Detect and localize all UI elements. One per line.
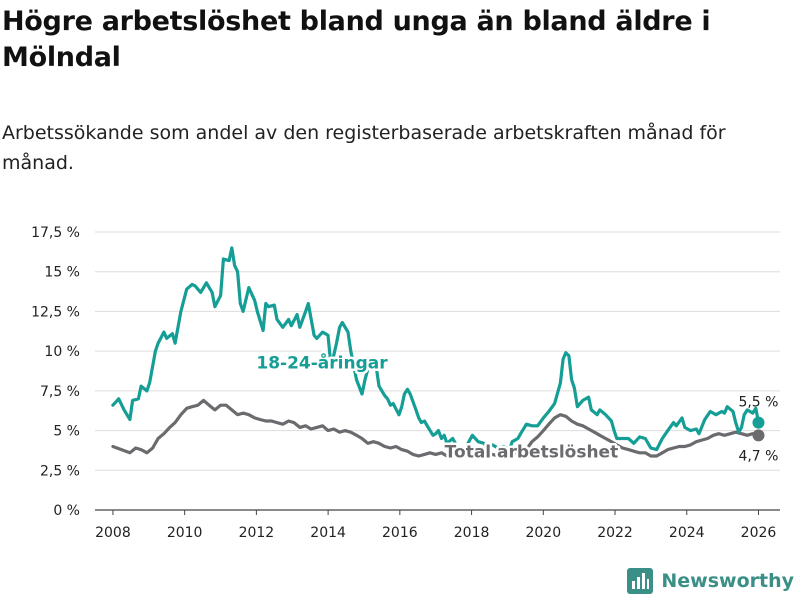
x-tick-label: 2018 bbox=[454, 525, 490, 540]
x-tick-label: 2026 bbox=[741, 525, 777, 540]
y-tick-label: 2,5 % bbox=[40, 463, 80, 479]
series-line-total bbox=[111, 398, 761, 460]
series-lines bbox=[111, 246, 765, 460]
chart-subtitle: Arbetssökande som andel av den registerb… bbox=[2, 122, 726, 174]
x-tick-label: 2008 bbox=[95, 525, 131, 540]
line-chart: 0 % 2,5 % 5 % 7,5 % 10 % 12,5 % 15 % 17,5 % 200… bbox=[31, 225, 780, 540]
x-tick-label: 2020 bbox=[525, 525, 561, 540]
newsworthy-logo-icon bbox=[627, 568, 654, 594]
y-tick-label: 5 % bbox=[53, 424, 80, 440]
x-axis-tick-labels: 2008 2010 2012 2014 2016 2018 2020 2022 2024 2026 bbox=[95, 525, 776, 540]
y-tick-label: 12,5 % bbox=[31, 304, 80, 320]
series-line-youth bbox=[111, 246, 761, 453]
x-tick-label: 2012 bbox=[239, 525, 275, 540]
y-tick-label: 10 % bbox=[44, 344, 80, 360]
series-end-label-total: 4,7 % bbox=[738, 448, 778, 464]
series-end-label-youth: 5,5 % bbox=[738, 395, 778, 411]
series-label-youth: 18-24-åringar bbox=[256, 352, 388, 374]
y-tick-label: 15 % bbox=[44, 265, 80, 281]
y-tick-label: 7,5 % bbox=[40, 384, 80, 400]
x-tick-label: 2016 bbox=[382, 525, 418, 540]
y-tick-label: 0 % bbox=[53, 503, 80, 519]
series-labels: 4,7 % 5,5 % 18-24-åringar Total arbetslöshe… bbox=[254, 349, 779, 465]
brand-footer[interactable]: Newsworthy bbox=[627, 568, 794, 594]
x-tick-label: 2022 bbox=[597, 525, 633, 540]
series-end-marker-total bbox=[752, 429, 765, 442]
y-axis-tick-labels: 0 % 2,5 % 5 % 7,5 % 10 % 12,5 % 15 % 17,5 % bbox=[31, 225, 80, 519]
brand-name: Newsworthy bbox=[661, 570, 794, 592]
series-label-total: Total arbetslöshet bbox=[445, 443, 619, 463]
gridlines bbox=[95, 231, 780, 515]
y-tick-label: 17,5 % bbox=[31, 225, 80, 241]
x-tick-label: 2024 bbox=[669, 525, 705, 540]
chart-title: Högre arbetslöshet bland unga än bland ä… bbox=[2, 6, 711, 73]
series-end-marker-youth bbox=[752, 416, 765, 429]
x-tick-label: 2010 bbox=[167, 525, 203, 540]
x-tick-label: 2014 bbox=[310, 525, 346, 540]
